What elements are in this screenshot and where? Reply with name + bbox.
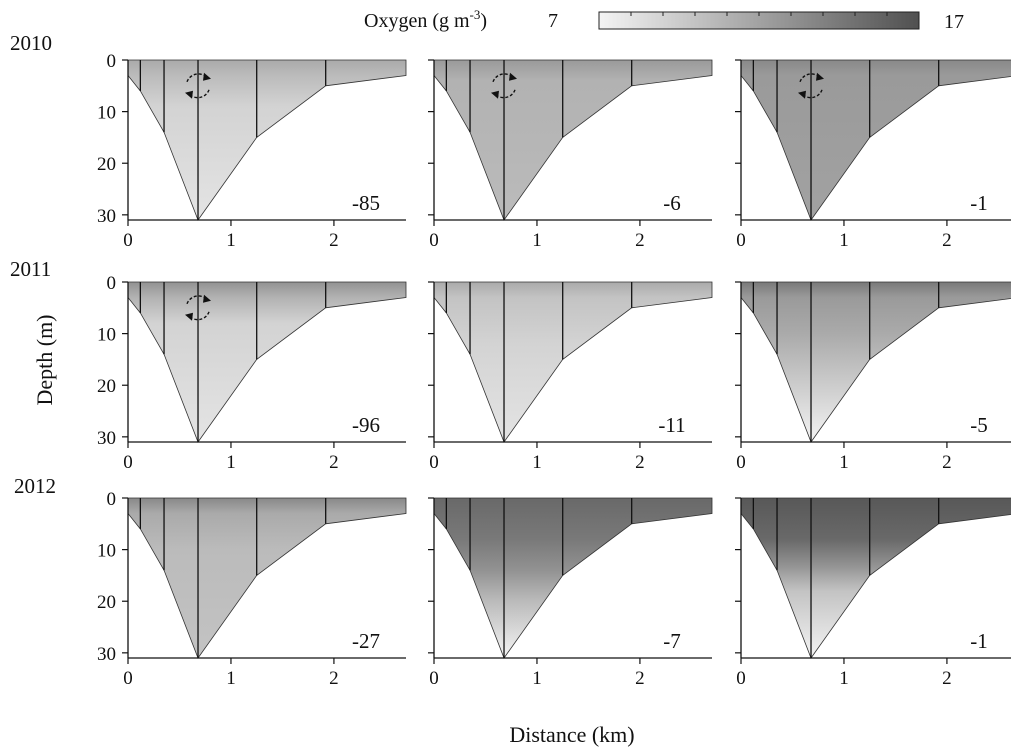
panel-annotation: -5	[970, 413, 988, 437]
mixing-icon	[185, 72, 212, 99]
x-tick-label: 2	[942, 230, 952, 251]
lake-section	[740, 497, 1011, 659]
x-tick-label: 2	[329, 452, 339, 473]
year-label-2012: 2012	[14, 474, 56, 498]
panel-2011-3: 0 1 2 -5	[735, 281, 1011, 473]
y-tick-label: 20	[97, 376, 116, 397]
x-tick-label: 0	[123, 452, 133, 473]
panel-annotation: -1	[970, 629, 988, 653]
x-tick-label: 1	[226, 452, 236, 473]
panel-2011-2: 0 1 2 -11	[428, 281, 713, 473]
year-label-2010: 2010	[10, 31, 52, 55]
lake-section	[740, 59, 1011, 221]
panel-annotation: -7	[663, 629, 681, 653]
x-tick-label: 2	[635, 452, 645, 473]
x-tick-label: 2	[329, 668, 339, 689]
mixing-arrowhead	[203, 294, 212, 303]
y-tick-label: 0	[107, 51, 117, 72]
x-tick-label: 2	[942, 668, 952, 689]
y-tick-label: 10	[97, 325, 116, 346]
x-tick-label: 1	[226, 668, 236, 689]
x-tick-label: 1	[532, 668, 542, 689]
legend-max-label: 17	[944, 11, 964, 33]
x-tick-label: 0	[123, 668, 133, 689]
mixing-arrowhead	[185, 90, 194, 99]
y-tick-label: 20	[97, 592, 116, 613]
year-label-2011: 2011	[10, 257, 51, 281]
legend-min-label: 7	[548, 10, 558, 32]
mixing-icon	[185, 294, 212, 321]
x-axis-title: Distance (km)	[509, 722, 634, 747]
panel-2010-1: 0 10 20 30 0 1 2 -85	[97, 51, 407, 251]
y-axis-title: Depth (m)	[32, 314, 57, 405]
panel-2010-2: 0 1 2 -6	[428, 59, 713, 251]
panel-2011-1: 0 10 20 30 0 1 2 -96	[97, 273, 407, 473]
x-tick-label: 1	[839, 452, 849, 473]
legend-title: Oxygen (g m-3)	[364, 7, 487, 32]
panel-annotation: -85	[352, 191, 380, 215]
y-tick-label: 30	[97, 206, 116, 227]
mixing-arrowhead	[491, 90, 500, 99]
panel-2012-1: 0 10 20 30 0 1 2 -27	[97, 489, 407, 689]
mixing-arrowhead	[816, 72, 825, 81]
y-tick-label: 10	[97, 103, 116, 124]
panel-annotation: -1	[970, 191, 988, 215]
panel-annotation: -6	[663, 191, 681, 215]
mixing-arrowhead	[203, 72, 212, 81]
x-tick-label: 2	[635, 230, 645, 251]
x-tick-label: 2	[329, 230, 339, 251]
y-tick-label: 30	[97, 644, 116, 665]
x-tick-label: 1	[226, 230, 236, 251]
mixing-arrowhead	[185, 312, 194, 321]
mixing-icon	[798, 72, 825, 99]
panel-annotation: -96	[352, 413, 380, 437]
legend-ticks	[630, 12, 888, 16]
x-tick-label: 1	[839, 230, 849, 251]
x-tick-label: 0	[736, 668, 746, 689]
x-tick-label: 0	[736, 452, 746, 473]
y-tick-label: 0	[107, 489, 117, 510]
lake-section	[740, 281, 1011, 443]
x-tick-label: 0	[429, 668, 439, 689]
panel-2010-3: 0 1 2 -1	[735, 59, 1011, 251]
mixing-icon	[491, 72, 518, 99]
panel-2012-2: 0 1 2 -7	[428, 497, 713, 689]
x-tick-label: 0	[429, 230, 439, 251]
y-tick-label: 0	[107, 273, 117, 294]
x-tick-label: 0	[123, 230, 133, 251]
x-tick-label: 0	[736, 230, 746, 251]
y-tick-label: 30	[97, 428, 116, 449]
mixing-arrowhead	[798, 90, 807, 99]
x-tick-label: 1	[532, 230, 542, 251]
panel-2012-3: 0 1 2 -1	[735, 497, 1011, 689]
panel-annotation: -11	[658, 413, 685, 437]
legend: Oxygen (g m-3) 7 17	[364, 7, 964, 33]
mixing-arrowhead	[509, 72, 518, 81]
x-tick-label: 2	[635, 668, 645, 689]
x-tick-label: 0	[429, 452, 439, 473]
x-tick-label: 1	[839, 668, 849, 689]
y-tick-label: 20	[97, 154, 116, 175]
x-tick-label: 2	[942, 452, 952, 473]
panel-annotation: -27	[352, 629, 380, 653]
x-tick-label: 1	[532, 452, 542, 473]
y-tick-label: 10	[97, 541, 116, 562]
